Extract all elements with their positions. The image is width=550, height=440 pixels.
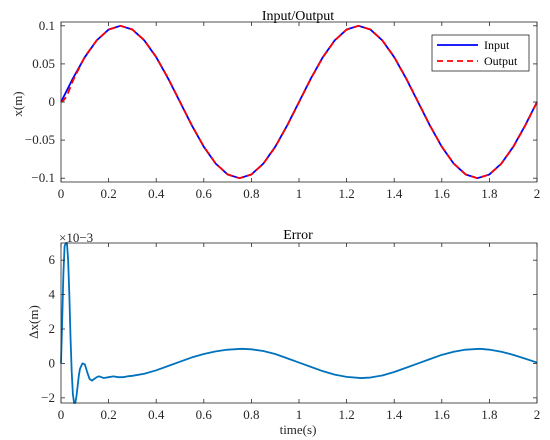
axis-ticks: 0 0.2 0.4 0.6 0.8 1 1.2 1.4 1.6 1.8 2 −0.1 −0.05 0 0.0…: [25, 18, 540, 201]
x-tick-label: 1.4: [386, 407, 403, 422]
x-tick-label: 0.4: [148, 407, 165, 422]
x-tick-label: 1.8: [481, 407, 497, 422]
series-group: [60, 24, 538, 180]
y-tick-label: −0.05: [25, 132, 55, 147]
y-tick-label: −0.1: [31, 170, 55, 185]
x-tick-label: 1.4: [386, 186, 403, 201]
legend-label-output: Output: [484, 54, 518, 68]
x-tick-label: 1: [296, 186, 303, 201]
y-tick-label: 0: [49, 355, 56, 370]
y-axis-label: x(m): [10, 91, 25, 116]
x-tick-label: 1: [296, 407, 303, 422]
x-tick-label: 0.8: [243, 186, 259, 201]
legend-box: [431, 34, 530, 72]
x-tick-label: 1.2: [338, 407, 354, 422]
y-scale-label: ×10−3: [59, 230, 93, 245]
x-tick-label: 0.4: [148, 186, 165, 201]
x-tick-label: 0: [58, 186, 65, 201]
x-tick-label: 1.6: [434, 186, 451, 201]
y-tick-label: −2: [41, 390, 55, 405]
y-tick-label: 4: [49, 287, 56, 302]
x-tick-label: 0: [58, 407, 65, 422]
x-tick-label: 2: [534, 407, 541, 422]
input-output-chart: Input/Output x(m) 0 0.2 0.4 0.6 0.8 1 1.2 1.4 1.…: [10, 9, 540, 201]
chart-title: Error: [283, 228, 313, 243]
chart-title: Input/Output: [262, 9, 334, 24]
y-tick-label: 2: [49, 321, 56, 336]
x-tick-label: 0.2: [100, 186, 116, 201]
x-tick-label: 2: [534, 186, 541, 201]
y-tick-label: 0: [49, 94, 56, 109]
x-tick-label: 1.8: [481, 186, 497, 201]
y-tick-label: 0.05: [32, 56, 55, 71]
x-tick-label: 0.2: [100, 407, 116, 422]
legend: Input Output: [431, 34, 530, 72]
x-tick-label: 0.8: [243, 407, 259, 422]
x-tick-label: 1.6: [434, 407, 451, 422]
x-tick-label: 0.6: [196, 407, 213, 422]
x-axis-label: time(s): [280, 422, 317, 437]
y-axis-label: Δx(m): [26, 305, 41, 339]
x-tick-label: 0.6: [196, 186, 213, 201]
error-chart: Error ×10−3 Δx(m) 0 0.2 0.4 0.6 0.8 1 1.2 1.4 1.…: [26, 228, 540, 437]
legend-label-input: Input: [484, 38, 510, 52]
y-tick-label: 6: [49, 252, 56, 267]
y-tick-label: 0.1: [39, 18, 55, 33]
series-line-output: [60, 24, 538, 180]
x-tick-label: 1.2: [338, 186, 354, 201]
